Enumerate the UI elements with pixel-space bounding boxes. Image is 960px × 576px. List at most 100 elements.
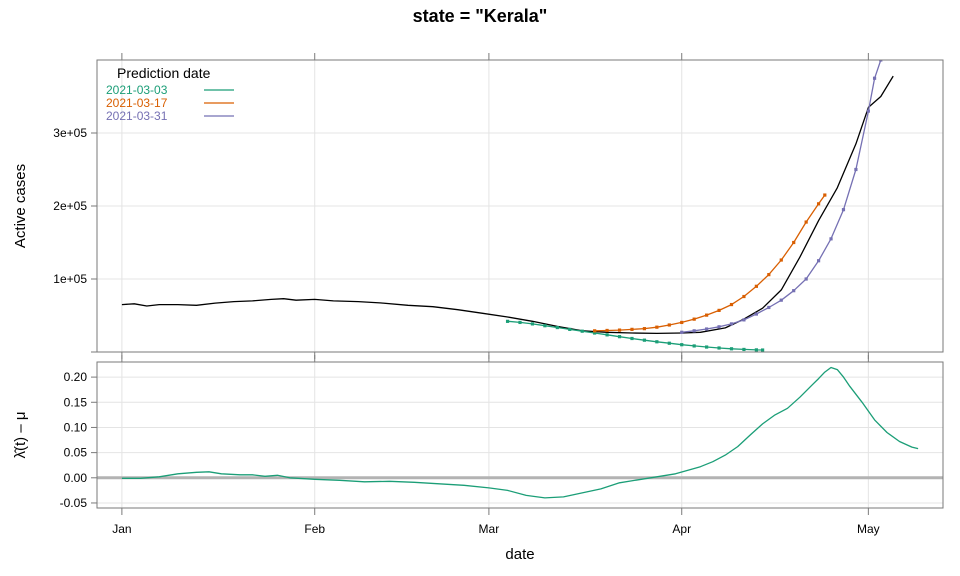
x-tick-label: Jan <box>112 522 131 536</box>
series-clip-group <box>121 60 894 352</box>
series-point-2021-03-31 <box>779 298 783 302</box>
series-point-2021-03-17 <box>605 328 609 333</box>
series-point-2021-03-31 <box>816 259 821 263</box>
series-point-2021-03-17 <box>779 258 783 262</box>
series-point-2021-03-17 <box>692 317 696 321</box>
series-point-2021-03-03 <box>655 340 659 344</box>
series-point-2021-03-17 <box>804 220 808 224</box>
series-line-lambda <box>121 366 919 499</box>
series-point-2021-03-17 <box>742 294 746 299</box>
active-cases-panel: 1e+05 2e+05 3e+05 Active cases Prediction … <box>12 53 944 359</box>
series-clip-group <box>97 366 943 499</box>
x-tick-label: Apr <box>672 522 691 536</box>
legend-label-2021-03-03: 2021-03-03 <box>106 83 168 97</box>
series-point-2021-03-03 <box>543 324 547 328</box>
series-point-2021-03-03 <box>705 345 709 349</box>
series-point-2021-03-03 <box>530 322 535 326</box>
series-point-2021-03-31 <box>767 305 771 310</box>
series-point-2021-03-03 <box>605 333 609 337</box>
series-line-2021-03-17 <box>594 194 826 332</box>
series-point-2021-03-31 <box>705 327 709 331</box>
series-point-2021-03-17 <box>617 328 622 332</box>
y-tick-label: 3e+05 <box>53 126 87 140</box>
series-point-2021-03-17 <box>642 327 647 331</box>
y-tick-label: 0.20 <box>64 370 88 384</box>
y-tick-label: 0.05 <box>64 446 88 460</box>
lambda-grid <box>97 362 943 508</box>
series-point-2021-03-03 <box>580 329 584 333</box>
active-cases-y-axis-label: Active cases <box>12 164 29 248</box>
series-point-2021-03-17 <box>767 273 771 277</box>
series-point-2021-03-03 <box>555 325 559 330</box>
series-point-2021-03-31 <box>866 109 870 113</box>
series-point-2021-03-17 <box>655 325 659 329</box>
series-point-2021-03-17 <box>754 284 758 288</box>
legend-label-2021-03-31: 2021-03-31 <box>106 109 168 123</box>
active-cases-series <box>121 60 894 352</box>
series-point-2021-03-31 <box>729 322 734 326</box>
series-point-2021-03-31 <box>804 277 808 281</box>
series-point-2021-03-03 <box>680 343 684 347</box>
series-point-2021-03-03 <box>717 346 721 350</box>
series-point-2021-03-03 <box>593 331 597 335</box>
x-tick-label: Mar <box>479 522 500 536</box>
series-point-2021-03-03 <box>761 348 765 352</box>
series-point-2021-03-03 <box>505 319 510 323</box>
series-point-2021-03-03 <box>518 320 522 325</box>
lambda-y-axis-label: λ̂(t) – μ <box>12 412 29 459</box>
series-point-2021-03-17 <box>729 302 734 307</box>
prediction-date-legend: Prediction date 2021-03-032021-03-172021… <box>106 65 234 123</box>
series-point-2021-03-17 <box>792 240 796 245</box>
series-point-2021-03-03 <box>630 336 634 341</box>
x-tick-label: May <box>857 522 880 536</box>
lambda-ticks: Jan Feb Mar Apr May -0.05 0.00 0.05 0.10 0.15 0.20 <box>60 355 880 536</box>
series-point-2021-03-31 <box>680 330 684 334</box>
lambda-panel: Jan Feb Mar Apr May -0.05 0.00 0.05 0.10 0.15 0.20… <box>12 355 944 536</box>
series-point-2021-03-03 <box>692 344 696 348</box>
y-tick-label: 0.15 <box>64 395 88 409</box>
series-line-2021-03-31 <box>681 60 882 333</box>
x-axis-label: date <box>505 546 534 563</box>
series-point-2021-03-17 <box>717 308 721 312</box>
chart-title: state = "Kerala" <box>413 6 548 26</box>
series-point-2021-03-17 <box>705 313 709 317</box>
series-point-2021-03-17 <box>823 193 827 197</box>
series-point-2021-03-31 <box>829 237 833 241</box>
series-point-2021-03-17 <box>593 329 597 333</box>
active-cases-grid <box>97 60 943 352</box>
series-point-2021-03-31 <box>841 208 846 212</box>
x-tick-label: Feb <box>304 522 325 536</box>
legend-label-2021-03-17: 2021-03-17 <box>106 96 168 110</box>
lambda-frame <box>96 361 944 509</box>
series-point-2021-03-31 <box>717 325 721 329</box>
y-tick-label: 2e+05 <box>53 199 87 213</box>
series-point-2021-03-03 <box>642 338 647 342</box>
series-point-2021-03-31 <box>692 329 696 333</box>
y-tick-label: 1e+05 <box>53 272 87 286</box>
y-tick-label: 0.10 <box>64 420 88 434</box>
lambda-series <box>97 366 943 499</box>
series-point-2021-03-31 <box>742 318 746 322</box>
series-point-2021-03-31 <box>854 167 858 172</box>
series-point-2021-03-31 <box>754 312 758 316</box>
series-line-2021-03-03 <box>507 320 763 351</box>
series-point-2021-03-31 <box>792 289 796 293</box>
series-line-actual <box>121 75 894 335</box>
series-point-2021-03-03 <box>754 348 758 352</box>
legend-title: Prediction date <box>117 65 211 81</box>
series-point-2021-03-17 <box>680 320 684 325</box>
y-tick-label: -0.05 <box>60 496 88 510</box>
y-tick-label: 0.00 <box>64 471 88 485</box>
series-point-2021-03-03 <box>568 327 572 331</box>
series-point-2021-03-03 <box>617 335 622 339</box>
series-point-2021-03-17 <box>667 323 671 327</box>
series-point-2021-03-03 <box>667 341 671 345</box>
series-point-2021-03-31 <box>879 60 883 62</box>
series-point-2021-03-03 <box>729 347 734 351</box>
series-point-2021-03-31 <box>872 76 877 80</box>
series-point-2021-03-17 <box>816 202 821 206</box>
series-point-2021-03-17 <box>630 327 634 331</box>
series-point-2021-03-03 <box>742 347 746 352</box>
